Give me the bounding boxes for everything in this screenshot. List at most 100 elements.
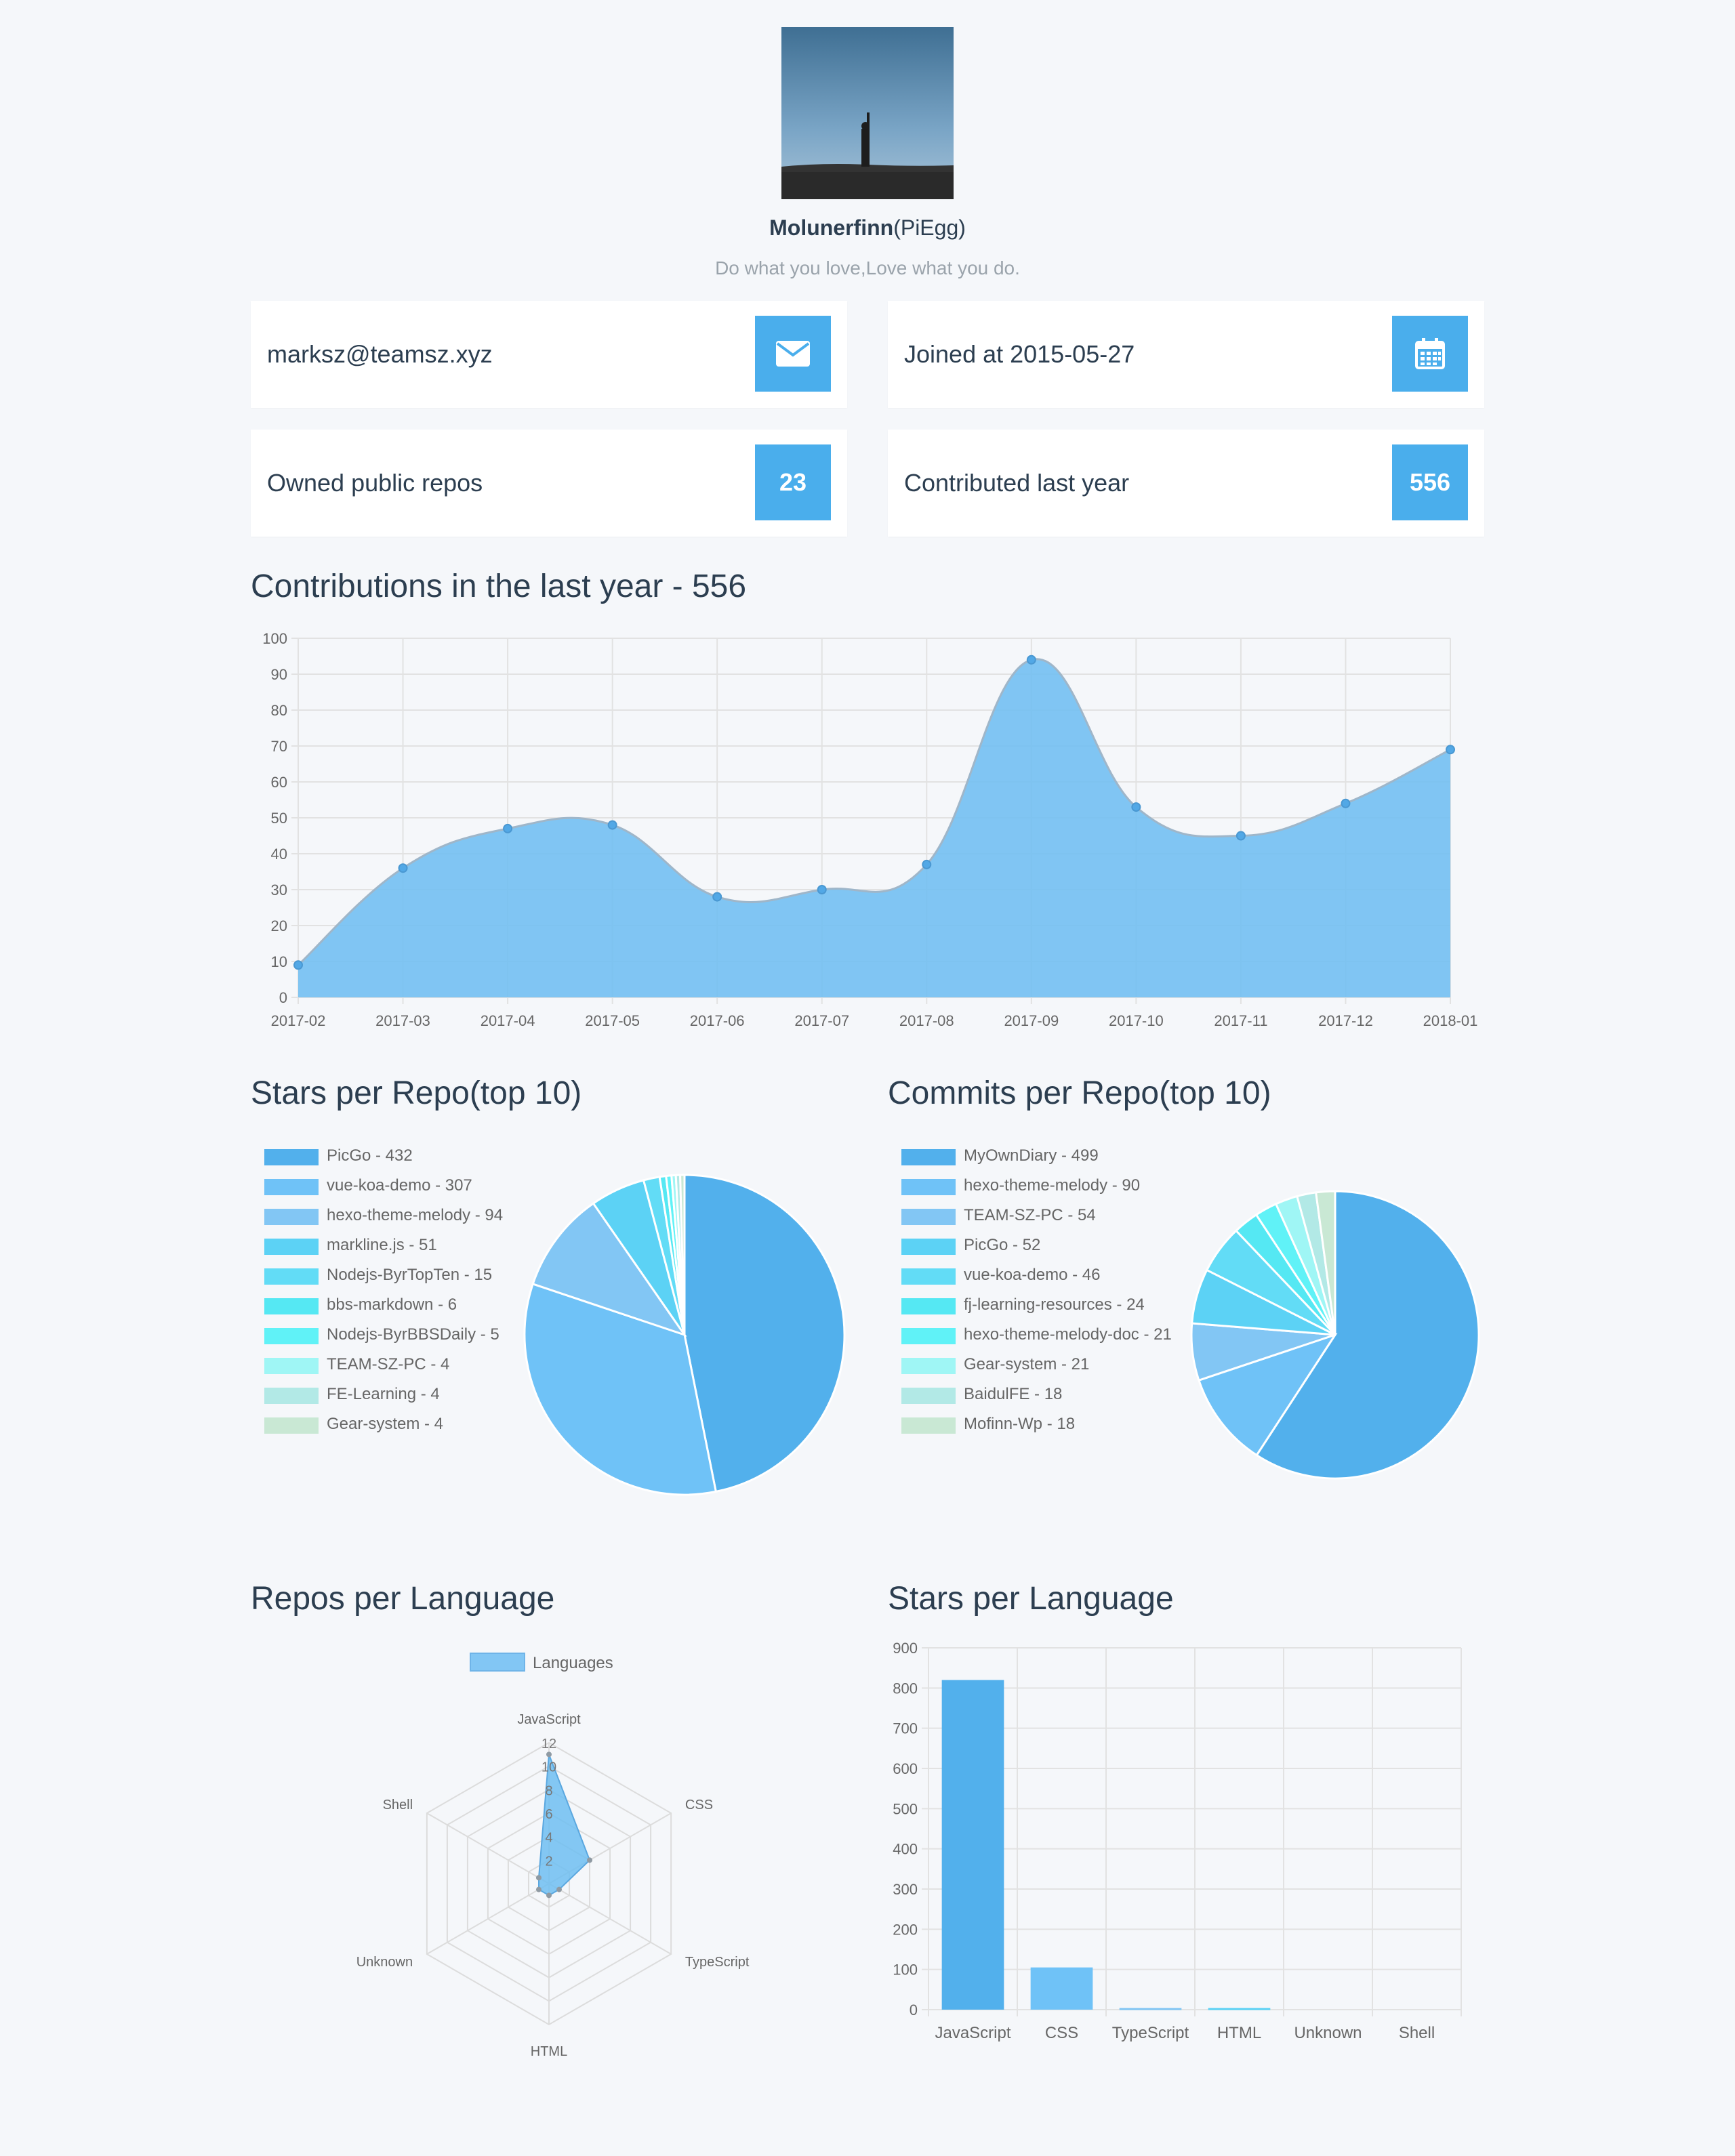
contributions-point (607, 820, 617, 830)
repos-label: Owned public repos (267, 469, 483, 497)
y-tick-label: 700 (893, 1720, 918, 1737)
y-tick-label: 900 (893, 1640, 918, 1657)
legend-label: Nodejs-ByrBBSDaily - 5 (327, 1325, 499, 1344)
legend-label: TEAM-SZ-PC - 54 (964, 1206, 1096, 1224)
legend-swatch (901, 1209, 956, 1225)
x-tick-label: HTML (1217, 2024, 1261, 2042)
user-bio: Do what you love,Love what you do. (715, 257, 1020, 278)
y-tick-label: 100 (262, 630, 287, 647)
legend-swatch (901, 1298, 956, 1314)
legend-label: bbs-markdown - 6 (327, 1295, 457, 1314)
x-tick-label: JavaScript (935, 2024, 1011, 2042)
legend-label: vue-koa-demo - 46 (964, 1266, 1101, 1284)
legend-label: vue-koa-demo - 307 (327, 1176, 472, 1195)
y-tick-label: 0 (910, 2002, 918, 2018)
radar-tick-label: 6 (545, 1807, 552, 1822)
x-tick-label: 2017-02 (271, 1012, 326, 1029)
legend-label: PicGo - 52 (964, 1236, 1041, 1254)
pie-slice (531, 1202, 687, 1337)
y-tick-label: 20 (271, 917, 287, 934)
legend-swatch (264, 1149, 319, 1165)
legend-swatch (264, 1268, 319, 1285)
pie-slice (683, 1174, 846, 1493)
legend-swatch (901, 1388, 956, 1404)
y-tick-label: 40 (271, 846, 287, 863)
contributions-point (293, 960, 303, 970)
calendar-badge (1392, 316, 1468, 392)
email-badge[interactable] (755, 316, 831, 392)
user-name: Molunerfinn(PiEgg) (0, 215, 1735, 241)
radar-point (587, 1857, 593, 1863)
commits-per-repo-title: Commits per Repo(top 10) (888, 1075, 1271, 1111)
y-tick-label: 80 (271, 702, 287, 719)
x-tick-label: 2017-06 (690, 1012, 745, 1029)
contributions-title: Contributions in the last year - 556 (251, 568, 747, 604)
legend-label: BaidulFE - 18 (964, 1385, 1063, 1403)
legend-swatch (264, 1209, 319, 1225)
legend-label: FE-Learning - 4 (327, 1385, 440, 1403)
legend-swatch (264, 1417, 319, 1434)
repos-card: Owned public repos 23 (251, 430, 847, 537)
legend-swatch (901, 1268, 956, 1285)
radar-point (535, 1875, 542, 1881)
bar (1030, 1967, 1093, 2010)
legend-swatch (264, 1179, 319, 1195)
legend-label: Mofinn-Wp - 18 (964, 1415, 1076, 1433)
x-tick-label: 2017-10 (1109, 1012, 1164, 1029)
legend-swatch (470, 1653, 525, 1672)
contributions-area-fill (298, 659, 1450, 997)
y-tick-label: 300 (893, 1881, 918, 1898)
pie-slice (1255, 1190, 1480, 1480)
legend-swatch (264, 1358, 319, 1374)
x-tick-label: 2017-05 (585, 1012, 640, 1029)
pie-slice (1314, 1190, 1336, 1335)
contrib-label: Contributed last year (904, 469, 1130, 497)
x-tick-label: 2017-08 (899, 1012, 954, 1029)
x-tick-label: 2017-09 (1004, 1012, 1059, 1029)
bar (941, 1680, 1004, 2010)
radar-axis-label: JavaScript (517, 1712, 581, 1727)
legend-swatch (901, 1328, 956, 1344)
legend-label: Gear-system - 4 (327, 1415, 444, 1433)
commits-per-repo-pie (1190, 1190, 1480, 1480)
x-tick-label: 2018-01 (1423, 1012, 1478, 1029)
legend-label: fj-learning-resources - 24 (964, 1295, 1145, 1314)
envelope-icon (776, 341, 810, 367)
bar (1119, 2008, 1182, 2010)
x-tick-label: 2017-11 (1214, 1012, 1267, 1029)
x-tick-label: 2017-07 (794, 1012, 849, 1029)
legend-swatch (264, 1239, 319, 1255)
legend-label: PicGo - 432 (327, 1146, 413, 1165)
legend-label: TEAM-SZ-PC - 4 (327, 1355, 450, 1373)
contributions-point (1236, 831, 1246, 841)
radar-tick-label: 2 (545, 1854, 552, 1869)
contributions-point (1446, 745, 1455, 755)
contributions-point (503, 823, 513, 833)
radar-axis-line (548, 1883, 672, 1955)
legend-swatch (901, 1417, 956, 1434)
x-tick-label: Unknown (1294, 2024, 1362, 2042)
joined-text: Joined at 2015-05-27 (904, 340, 1135, 368)
y-tick-label: 50 (271, 810, 287, 827)
y-tick-label: 400 (893, 1841, 918, 1858)
x-tick-label: Shell (1399, 2024, 1435, 2042)
contributions-area-chart: 0 10 20 30 40 50 60 70 80 90 100 2017-02 2017-03 2017… (262, 630, 1478, 1029)
repos-per-language-title: Repos per Language (251, 1581, 555, 1617)
legend-swatch (901, 1179, 956, 1195)
joined-card: Joined at 2015-05-27 (888, 301, 1484, 408)
legend-swatch (264, 1388, 319, 1404)
y-tick-label: 0 (279, 989, 287, 1006)
stars-per-repo-pie (523, 1174, 846, 1496)
contrib-count-badge: 556 (1392, 444, 1468, 520)
legend-swatch (901, 1239, 956, 1255)
y-tick-label: 600 (893, 1760, 918, 1777)
contributions-point (1341, 798, 1351, 808)
y-tick-label: 30 (271, 882, 287, 898)
x-tick-label: CSS (1045, 2024, 1078, 2042)
radar-axis-label: CSS (685, 1798, 713, 1812)
email-text[interactable]: marksz@teamsz.xyz (267, 340, 493, 368)
radar-tick-label: 4 (545, 1831, 552, 1846)
stars-per-language-title: Stars per Language (888, 1581, 1174, 1617)
legend-swatch (901, 1149, 956, 1165)
